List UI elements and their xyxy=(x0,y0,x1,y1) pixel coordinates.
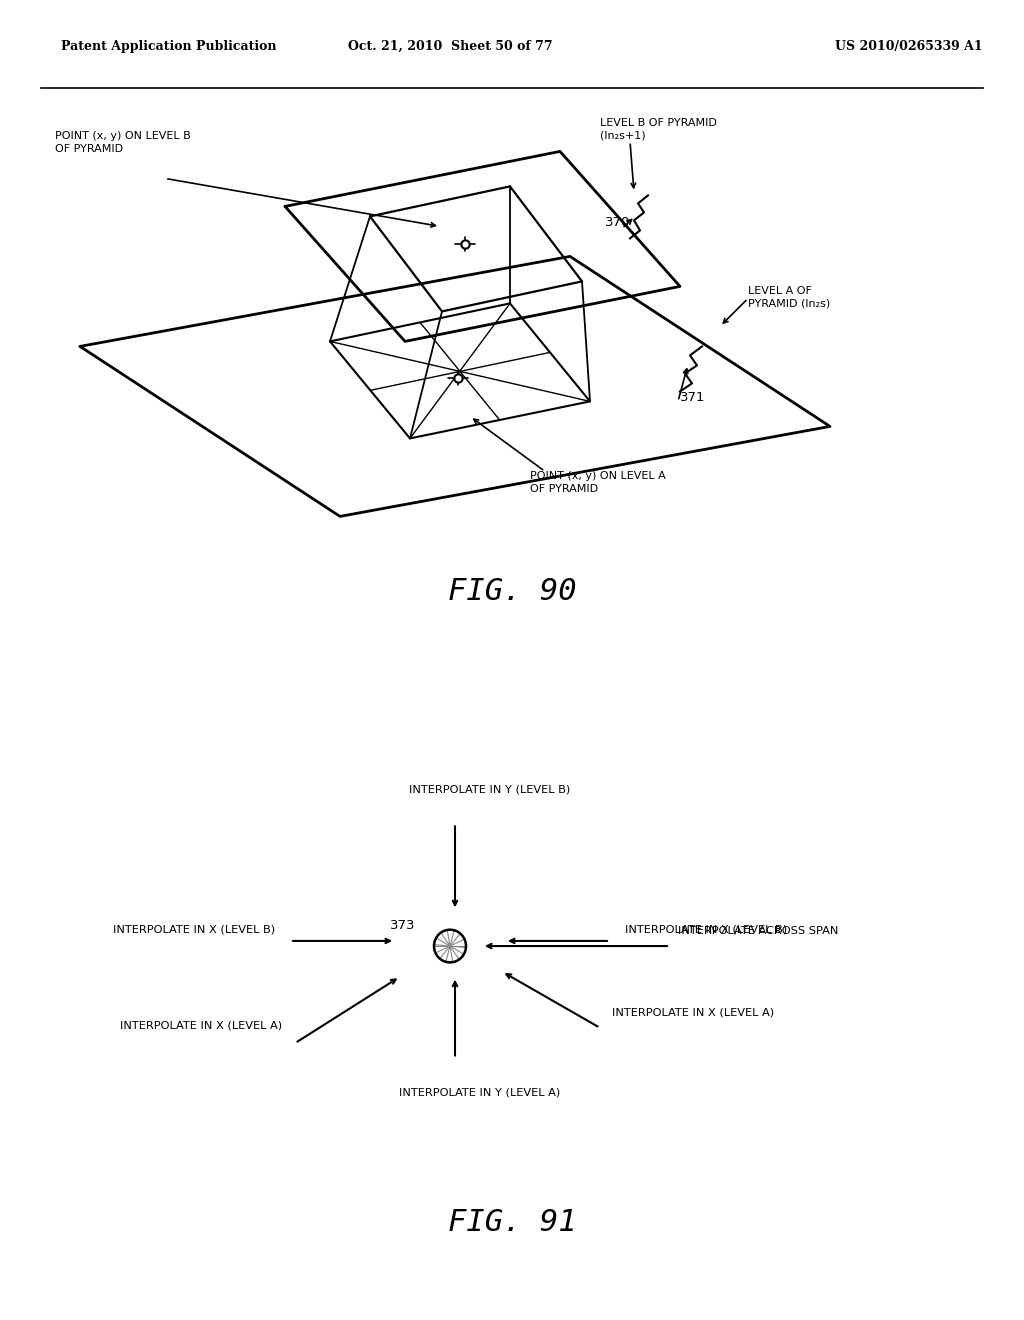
Text: INTERPOLATE IN X (LEVEL A): INTERPOLATE IN X (LEVEL A) xyxy=(612,1007,774,1018)
Text: POINT (x, y) ON LEVEL A
OF PYRAMID: POINT (x, y) ON LEVEL A OF PYRAMID xyxy=(530,471,666,494)
Text: 370: 370 xyxy=(605,216,631,230)
Text: INTERPOLATE IN X (LEVEL B): INTERPOLATE IN X (LEVEL B) xyxy=(113,925,275,935)
Text: 371: 371 xyxy=(680,392,706,404)
Circle shape xyxy=(434,929,466,962)
Text: INTERPOLATE IN Y (LEVEL A): INTERPOLATE IN Y (LEVEL A) xyxy=(399,1088,560,1097)
Text: INTERPOLATE IN X (LEVEL A): INTERPOLATE IN X (LEVEL A) xyxy=(120,1020,282,1031)
Text: FIG. 91: FIG. 91 xyxy=(447,1208,577,1237)
Text: Patent Application Publication: Patent Application Publication xyxy=(61,40,276,53)
Text: LEVEL B OF PYRAMID
(ln₂s+1): LEVEL B OF PYRAMID (ln₂s+1) xyxy=(600,119,717,141)
Text: LEVEL A OF
PYRAMID (ln₂s): LEVEL A OF PYRAMID (ln₂s) xyxy=(748,286,830,309)
Text: 373: 373 xyxy=(390,919,416,932)
Text: INTERPOLATE IN Y (LEVEL B): INTERPOLATE IN Y (LEVEL B) xyxy=(410,785,570,795)
Text: US 2010/0265339 A1: US 2010/0265339 A1 xyxy=(836,40,983,53)
Text: POINT (x, y) ON LEVEL B
OF PYRAMID: POINT (x, y) ON LEVEL B OF PYRAMID xyxy=(55,132,190,154)
Text: FIG. 90: FIG. 90 xyxy=(447,577,577,606)
Text: INTERPOLATE ACROSS SPAN: INTERPOLATE ACROSS SPAN xyxy=(678,925,839,936)
Text: Oct. 21, 2010  Sheet 50 of 77: Oct. 21, 2010 Sheet 50 of 77 xyxy=(348,40,553,53)
Text: INTERPOLATE IN X (LEVEL B): INTERPOLATE IN X (LEVEL B) xyxy=(625,925,787,935)
